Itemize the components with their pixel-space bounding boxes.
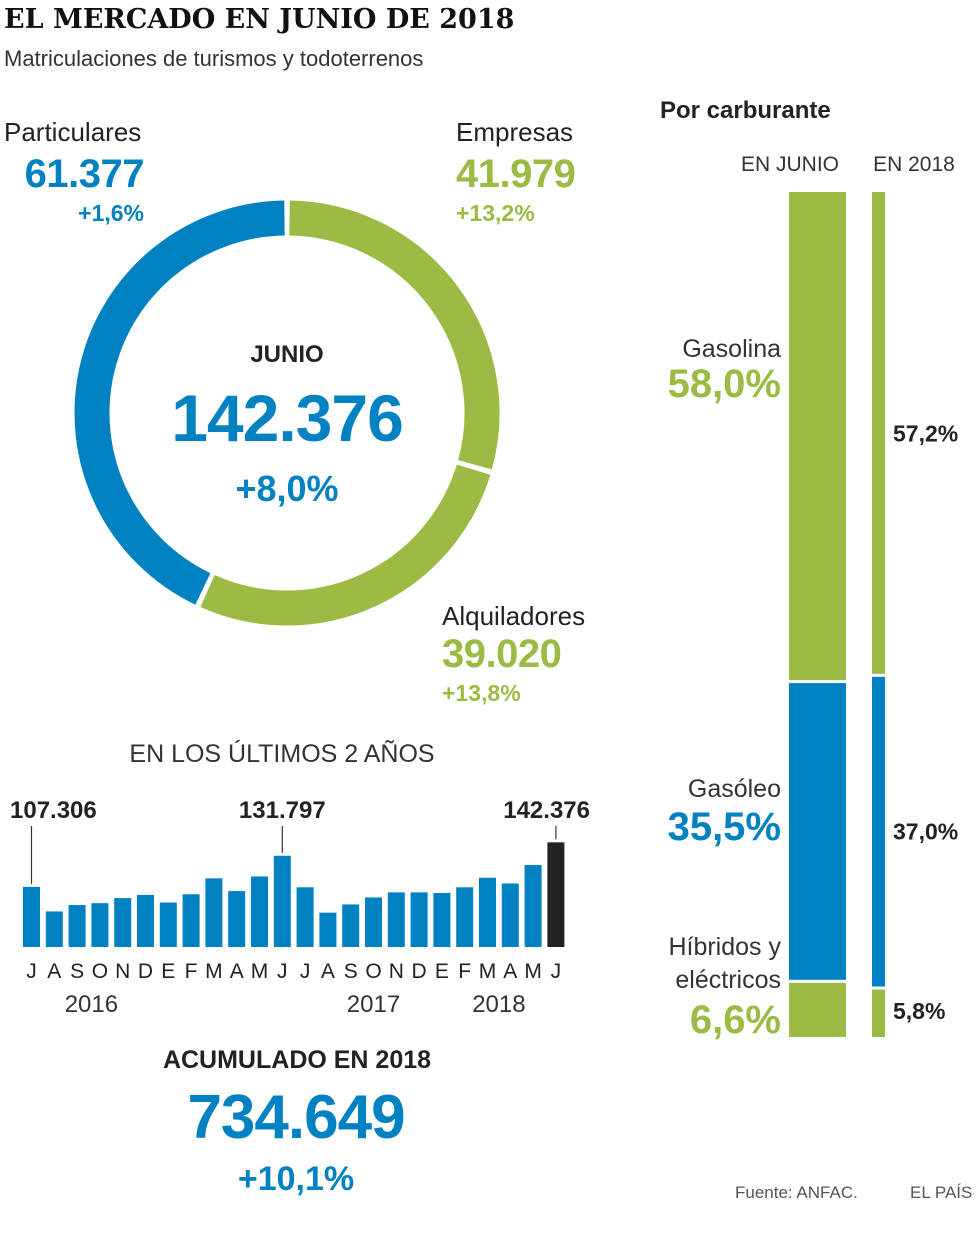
donut-segment-alquiladores (200, 464, 491, 626)
accumulated-value: 734.649 (187, 1083, 405, 1152)
monthly-bar (159, 902, 177, 947)
donut-segment-empresas (289, 200, 500, 470)
monthly-bar (205, 878, 223, 947)
month-tick-label: N (115, 960, 130, 983)
month-tick-label: M (479, 960, 497, 983)
month-tick-label: F (185, 960, 198, 983)
empresas-change: +13,2% (456, 200, 535, 226)
month-tick-label: F (458, 960, 471, 983)
month-tick-label: D (138, 960, 153, 983)
monthly-bar (342, 904, 360, 947)
monthly-bar (456, 887, 474, 947)
monthly-bar (547, 842, 565, 947)
month-tick-label: J (277, 960, 288, 983)
monthly-bar (365, 897, 382, 947)
month-tick-label: N (389, 960, 404, 983)
year-label: 2017 (347, 991, 400, 1018)
month-tick-label: A (321, 960, 335, 983)
alquiladores-label: Alquiladores (442, 601, 586, 631)
month-tick-label: S (344, 960, 358, 983)
monthly-bar (114, 898, 132, 947)
alquiladores-value: 39.020 (442, 632, 562, 676)
monthly-bar (251, 876, 268, 947)
monthly-bar (91, 903, 109, 947)
bar-data-label: 142.376 (503, 797, 590, 824)
monthly-bar (68, 905, 86, 947)
fuel-2018-label: 37,0% (893, 819, 958, 845)
month-tick-label: M (524, 960, 542, 983)
monthly-bar (524, 865, 542, 947)
brand-name: EL PAÍS (910, 1183, 973, 1202)
fuel-segment (872, 989, 885, 1037)
fuel-june-value: 58,0% (668, 362, 781, 406)
monthly-bar (433, 893, 451, 947)
monthly-bar (410, 892, 428, 947)
bar-data-label: 107.306 (10, 797, 97, 824)
monthly-bar (273, 855, 291, 947)
fuel-segment (789, 683, 846, 980)
fuel-2018-label: 5,8% (893, 998, 945, 1024)
particulares-label: Particulares (4, 117, 142, 147)
fuel-segment (789, 982, 846, 1037)
empresas-label: Empresas (456, 117, 574, 147)
fuel-series-header: EN 2018 (873, 153, 955, 176)
monthly-chart-title: EN LOS ÚLTIMOS 2 AÑOS (129, 740, 435, 768)
fuel-series-header: EN JUNIO (741, 153, 839, 176)
month-tick-label: E (161, 960, 175, 983)
month-tick-label: O (365, 960, 381, 983)
fuel-category-label: Gasóleo (688, 775, 781, 803)
month-tick-label: M (251, 960, 269, 983)
monthly-bar (319, 912, 337, 947)
bar-data-label: 131.797 (239, 797, 326, 824)
fuel-category-label: Gasolina (682, 335, 781, 363)
particulares-value: 61.377 (24, 152, 145, 196)
fuel-june-value: 35,5% (668, 805, 781, 849)
fuel-category-label: eléctricos (675, 966, 781, 994)
accumulated-label: ACUMULADO EN 2018 (162, 1046, 432, 1074)
monthly-bar (228, 891, 246, 947)
month-tick-label: J (300, 960, 311, 983)
month-tick-label: A (503, 960, 517, 983)
year-label: 2016 (65, 991, 118, 1018)
donut-total: 142.376 (171, 381, 404, 455)
month-tick-label: M (205, 960, 223, 983)
monthly-bar (479, 877, 496, 947)
month-tick-label: A (47, 960, 61, 983)
monthly-bar (23, 886, 40, 947)
empresas-value: 41.979 (456, 152, 576, 196)
month-tick-label: E (435, 960, 449, 983)
monthly-bar (45, 911, 63, 947)
monthly-bar (387, 892, 405, 947)
fuel-segment (789, 192, 846, 681)
donut-total-change: +8,0% (235, 468, 339, 509)
particulares-change: +1,6% (78, 200, 144, 226)
month-tick-label: S (70, 960, 84, 983)
monthly-bar (182, 894, 200, 947)
source-note: Fuente: ANFAC. (735, 1183, 858, 1202)
monthly-bar (137, 894, 154, 947)
alquiladores-change: +13,8% (442, 680, 521, 706)
donut-center-label: JUNIO (250, 341, 324, 368)
monthly-bar (296, 887, 314, 947)
chart-subtitle: Matriculaciones de turismos y todoterren… (4, 46, 424, 71)
fuel-segment (872, 192, 885, 674)
month-tick-label: O (92, 960, 108, 983)
month-tick-label: J (26, 960, 37, 983)
fuel-category-label: Híbridos y (668, 933, 781, 961)
monthly-bar (501, 883, 519, 947)
fuel-segment (872, 676, 885, 987)
month-tick-label: J (551, 960, 562, 983)
fuel-chart-title: Por carburante (660, 97, 831, 124)
accumulated-change: +10,1% (237, 1160, 355, 1198)
month-tick-label: D (412, 960, 427, 983)
fuel-june-value: 6,6% (690, 998, 781, 1042)
donut-segment-particulares (74, 200, 285, 605)
month-tick-label: A (230, 960, 244, 983)
chart-title: EL MERCADO EN JUNIO DE 2018 (4, 4, 515, 35)
fuel-2018-label: 57,2% (893, 421, 958, 447)
year-label: 2018 (472, 991, 525, 1018)
